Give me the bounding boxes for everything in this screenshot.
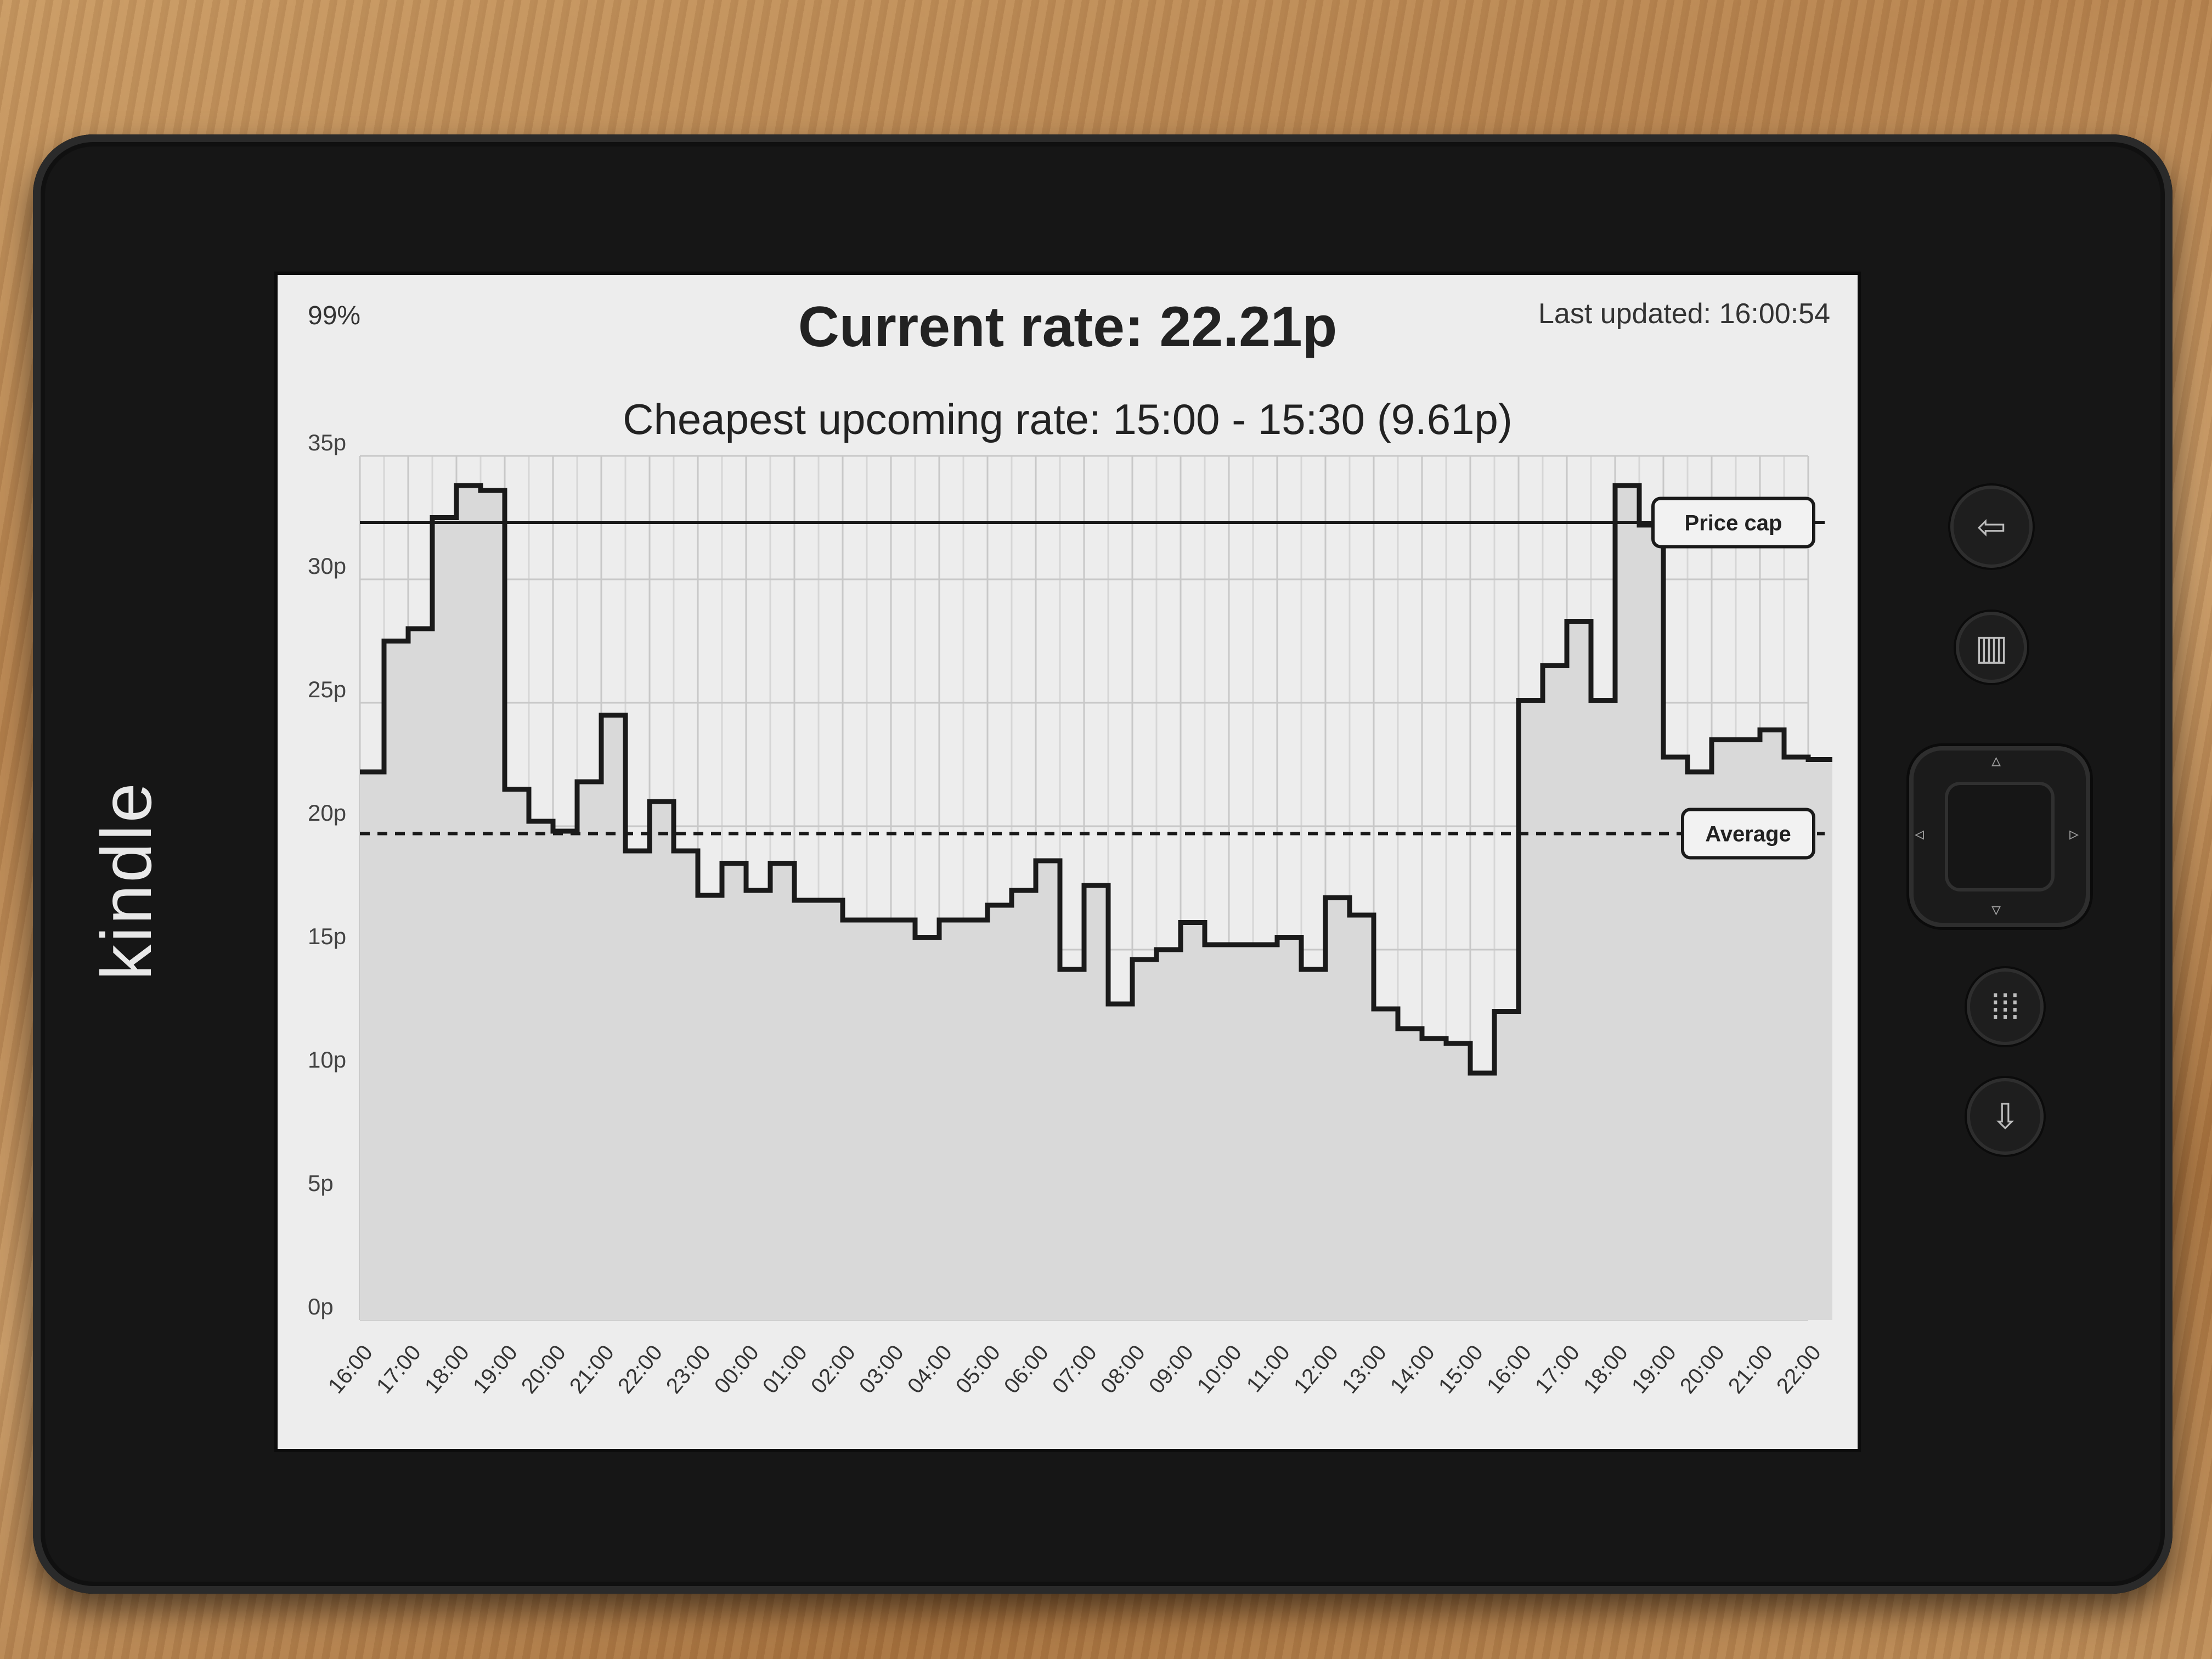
rate-chart: 99% Last updated: 16:00:54 Current rate:… [308, 295, 1832, 1398]
y-tick-label: 20p [308, 800, 346, 826]
reference-label: Average [1705, 822, 1791, 847]
chart-title: Current rate: 22.21p [798, 295, 1338, 359]
reference-lines: Price cap Average [360, 496, 1825, 860]
page-turn-icon: ⇩ [1990, 1096, 2020, 1136]
x-tick-label: 19:00 [1627, 1341, 1681, 1398]
y-tick-label: 30p [308, 553, 346, 579]
y-tick-label: 35p [308, 430, 346, 455]
x-tick-label: 20:00 [1675, 1341, 1729, 1398]
five-way-controller[interactable]: ▵ ▿ ◃ ▹ [1909, 746, 2090, 927]
x-tick-label: 15:00 [1434, 1341, 1488, 1398]
x-tick-label: 21:00 [1724, 1341, 1778, 1398]
x-tick-label: 18:00 [420, 1341, 474, 1398]
dpad-select-button[interactable] [1945, 782, 2055, 891]
dpad-right-icon: ▹ [2069, 823, 2079, 844]
menu-icon: ⁞⁞⁞ [1990, 987, 2020, 1026]
x-tick-label: 09:00 [1144, 1341, 1198, 1398]
x-tick-label: 07:00 [1048, 1341, 1102, 1398]
y-tick-label: 15p [308, 923, 346, 949]
x-tick-label: 03:00 [855, 1341, 909, 1398]
rate-area-fill [360, 486, 1832, 1320]
x-tick-label: 17:00 [1531, 1341, 1584, 1398]
x-tick-label: 11:00 [1242, 1341, 1295, 1397]
y-axis: 0p 5p 10p 15p 20p 25p 30p 35p [308, 430, 346, 1319]
dpad-up-icon: ▵ [1991, 750, 2001, 771]
x-tick-label: 13:00 [1338, 1341, 1391, 1398]
x-axis: 16:0017:0018:0019:0020:0021:0022:0023:00… [324, 1341, 1826, 1398]
battery-level: 99% [308, 301, 360, 330]
x-tick-label: 16:00 [324, 1341, 377, 1398]
x-tick-label: 05:00 [951, 1341, 1005, 1398]
x-tick-label: 10:00 [1193, 1341, 1246, 1398]
menu-button[interactable]: ⁞⁞⁞ [1967, 968, 2044, 1045]
x-tick-label: 22:00 [613, 1341, 667, 1398]
x-tick-label: 06:00 [1000, 1341, 1053, 1398]
x-tick-label: 22:00 [1772, 1341, 1826, 1398]
dpad-left-icon: ◃ [1915, 823, 1925, 844]
y-tick-label: 25p [308, 676, 346, 702]
x-tick-label: 16:00 [1482, 1341, 1536, 1398]
kindle-device: kindle 99% Last updated: 16:00:54 Curren… [33, 134, 2172, 1594]
last-updated-text: Last updated: 16:00:54 [1538, 298, 1830, 330]
x-tick-label: 12:00 [1289, 1341, 1343, 1398]
x-tick-label: 23:00 [662, 1341, 715, 1398]
back-arrow-icon: ⇦ [1977, 506, 2006, 546]
next-page-button[interactable]: ⇩ [1967, 1078, 2044, 1155]
x-tick-label: 01:00 [758, 1341, 812, 1398]
keyboard-icon: ▥ [1974, 627, 2008, 667]
e-ink-screen: 99% Last updated: 16:00:54 Current rate:… [274, 272, 1861, 1452]
kindle-brand-logo: kindle [86, 781, 166, 980]
reference-label: Price cap [1685, 511, 1782, 535]
rate-step-line [360, 483, 1832, 1076]
x-tick-label: 02:00 [806, 1341, 860, 1398]
x-tick-label: 20:00 [517, 1341, 571, 1398]
x-tick-label: 14:00 [1386, 1341, 1440, 1398]
x-tick-label: 17:00 [372, 1341, 426, 1398]
x-tick-label: 19:00 [469, 1341, 522, 1398]
y-tick-label: 0p [308, 1294, 334, 1319]
chart-subtitle: Cheapest upcoming rate: 15:00 - 15:30 (9… [623, 395, 1513, 443]
x-tick-label: 18:00 [1579, 1341, 1633, 1398]
x-tick-label: 08:00 [1096, 1341, 1150, 1398]
y-tick-label: 10p [308, 1047, 346, 1073]
x-tick-label: 21:00 [565, 1341, 619, 1398]
back-button[interactable]: ⇦ [1950, 486, 2033, 568]
dpad-down-icon: ▿ [1991, 899, 2001, 920]
reference-label-box [1681, 808, 1815, 860]
y-tick-label: 5p [308, 1170, 334, 1196]
x-tick-label: 00:00 [710, 1341, 764, 1398]
x-tick-label: 04:00 [903, 1341, 957, 1398]
keyboard-button[interactable]: ▥ [1956, 612, 2027, 683]
rate-area [360, 483, 1832, 1320]
reference-label-box [1651, 496, 1815, 549]
